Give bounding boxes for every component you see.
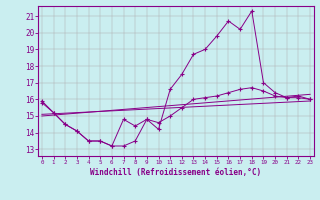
X-axis label: Windchill (Refroidissement éolien,°C): Windchill (Refroidissement éolien,°C) — [91, 168, 261, 177]
